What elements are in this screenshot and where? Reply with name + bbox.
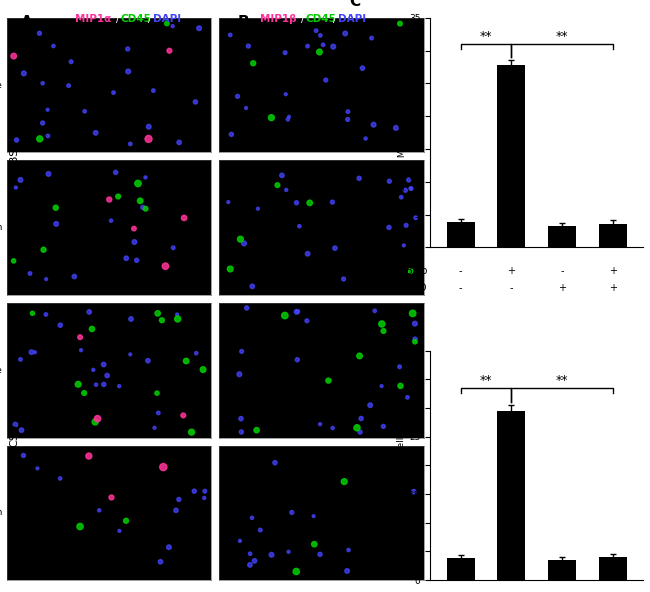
Text: MIP1β: MIP1β: [260, 14, 296, 24]
Text: **: **: [556, 374, 569, 387]
Text: -: -: [459, 266, 462, 276]
Bar: [599, 557, 627, 580]
Bar: [548, 560, 576, 580]
Y-axis label: Saline: Saline: [0, 81, 3, 89]
Point: [638, 333, 648, 342]
Text: DAPI: DAPI: [153, 14, 181, 24]
Bar: [447, 558, 474, 580]
Point: [617, 145, 627, 155]
Text: +: +: [508, 266, 515, 276]
Text: -: -: [510, 283, 513, 293]
Text: -: -: [560, 266, 564, 276]
Y-axis label: CD45+ MIP1β+ cells / HPF: CD45+ MIP1β+ cells / HPF: [397, 406, 406, 525]
Point: [317, 28, 328, 37]
Text: Bleo: Bleo: [406, 266, 428, 276]
Text: C: C: [349, 0, 360, 8]
Text: +: +: [609, 266, 617, 276]
Text: **: **: [480, 374, 492, 387]
Y-axis label: Bleomycin: Bleomycin: [0, 509, 3, 517]
Text: CD45: CD45: [306, 14, 337, 24]
Text: +: +: [609, 283, 617, 293]
Bar: [599, 224, 627, 247]
Point: [240, 298, 250, 308]
Y-axis label: CD45+ MIP1α+ cells / HPF: CD45+ MIP1α+ cells / HPF: [397, 73, 406, 192]
Text: PBS: PBS: [9, 146, 20, 168]
Text: B: B: [237, 15, 249, 30]
Text: /: /: [116, 14, 119, 24]
Text: CSD: CSD: [407, 283, 428, 293]
Point: [514, 194, 525, 203]
Point: [504, 151, 515, 160]
Point: [518, 315, 528, 324]
Bar: [548, 226, 576, 247]
Text: /: /: [333, 14, 337, 24]
Text: CD45: CD45: [120, 14, 151, 24]
Y-axis label: Bleomycin: Bleomycin: [0, 223, 3, 232]
Bar: [447, 223, 474, 247]
Text: MIP1α: MIP1α: [75, 14, 111, 24]
Text: -: -: [459, 283, 462, 293]
Text: CSD: CSD: [9, 423, 20, 447]
Point: [464, 79, 474, 89]
Text: /: /: [301, 14, 304, 24]
Text: A: A: [21, 15, 32, 30]
Point: [596, 369, 606, 379]
Y-axis label: Saline: Saline: [0, 366, 3, 375]
Text: **: **: [480, 30, 492, 43]
Text: /: /: [148, 14, 151, 24]
Text: DAPI: DAPI: [338, 14, 366, 24]
Point: [185, 247, 195, 257]
Bar: [497, 411, 525, 580]
Text: +: +: [558, 283, 566, 293]
Text: **: **: [556, 30, 569, 43]
Point: [597, 268, 608, 278]
Text: D: D: [349, 326, 361, 342]
Bar: [497, 65, 525, 247]
